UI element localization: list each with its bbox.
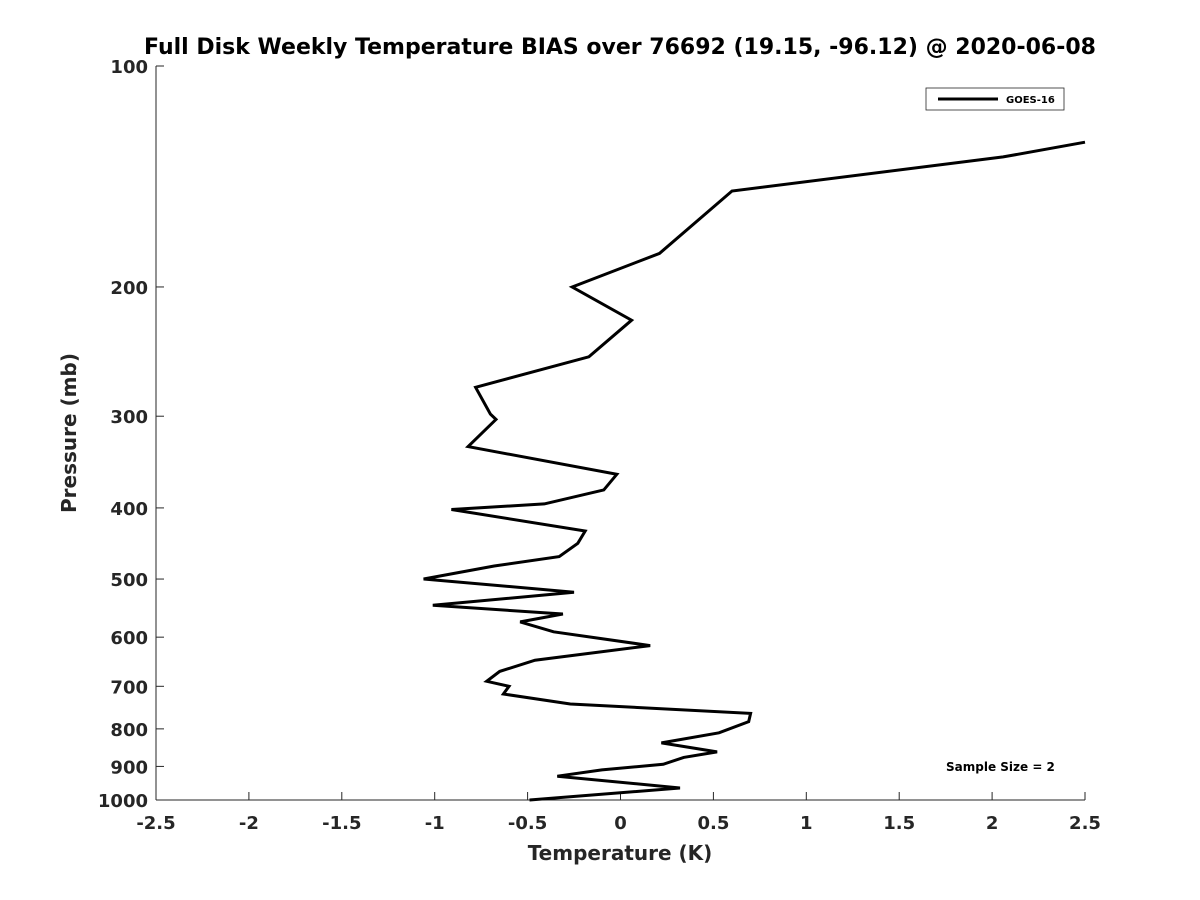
y-tick-label: 800 [110, 720, 148, 741]
axes [155, 66, 1085, 801]
y-tick-label: 900 [110, 757, 148, 778]
x-tick-label: 0 [614, 813, 627, 834]
legend-label: GOES-16 [1006, 95, 1055, 106]
y-tick-label: 500 [110, 570, 148, 591]
y-tick-label: 100 [110, 57, 148, 78]
y-ticks: 100 200 300 400 500 600 700 800 900 1000 [98, 57, 164, 812]
x-tick-label: 2.5 [1069, 813, 1101, 834]
x-ticks: -2.5 -2 -1.5 -1 -0.5 0 0.5 1 1.5 2 2.5 [136, 792, 1101, 834]
sample-size-annotation: Sample Size = 2 [946, 760, 1055, 774]
x-axis-label: Temperature (K) [528, 841, 713, 865]
x-tick-label: 2 [986, 813, 999, 834]
chart-title: Full Disk Weekly Temperature BIAS over 7… [144, 35, 1096, 60]
y-tick-label: 400 [110, 499, 148, 520]
x-tick-label: -1.5 [322, 813, 361, 834]
x-tick-label: -2.5 [136, 813, 175, 834]
x-tick-label: 1 [800, 813, 813, 834]
y-tick-label: 300 [110, 407, 148, 428]
x-tick-label: -2 [239, 813, 259, 834]
y-axis-label: Pressure (mb) [57, 353, 81, 513]
y-tick-label: 1000 [98, 791, 148, 812]
legend: GOES-16 [925, 87, 1065, 111]
y-tick-label: 200 [110, 278, 148, 299]
y-tick-label: 700 [110, 677, 148, 698]
x-tick-label: -1 [425, 813, 445, 834]
x-tick-label: 0.5 [697, 813, 729, 834]
x-tick-label: -0.5 [508, 813, 547, 834]
x-tick-label: 1.5 [883, 813, 915, 834]
data-points [424, 142, 1085, 800]
y-tick-label: 600 [110, 628, 148, 649]
series-line-goes-16 [423, 140, 1086, 802]
